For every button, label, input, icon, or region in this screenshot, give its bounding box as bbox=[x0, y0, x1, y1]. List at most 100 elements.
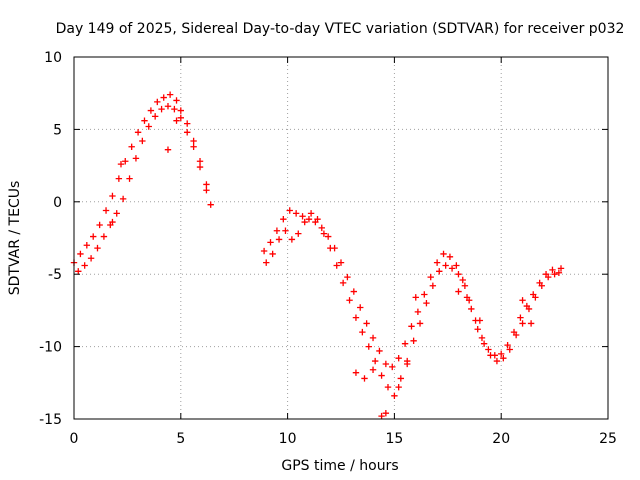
y-tick-label: 0 bbox=[53, 195, 62, 211]
y-tick-label: -5 bbox=[48, 267, 62, 283]
data-point bbox=[166, 91, 174, 98]
data-point bbox=[446, 253, 454, 261]
data-point bbox=[436, 268, 443, 275]
data-point bbox=[126, 175, 133, 182]
data-point bbox=[408, 323, 415, 330]
data-point bbox=[344, 273, 351, 281]
axis-ticks bbox=[73, 56, 609, 420]
data-point bbox=[263, 259, 270, 266]
data-point bbox=[478, 334, 486, 342]
data-point bbox=[158, 105, 165, 113]
x-tick-label: 0 bbox=[70, 431, 79, 447]
data-point bbox=[305, 215, 313, 223]
y-tick-label: -10 bbox=[39, 340, 62, 356]
data-point bbox=[154, 98, 161, 106]
data-point bbox=[327, 244, 334, 252]
data-point bbox=[320, 230, 328, 237]
data-point bbox=[461, 282, 469, 289]
data-point bbox=[113, 210, 120, 217]
data-point bbox=[260, 247, 268, 255]
data-point bbox=[267, 239, 274, 246]
data-point bbox=[525, 305, 533, 313]
data-point bbox=[117, 160, 125, 168]
x-tick-labels: 0 5 10 15 20 25 bbox=[70, 431, 617, 447]
data-point bbox=[94, 244, 101, 252]
data-point bbox=[119, 195, 127, 203]
x-tick-label: 10 bbox=[279, 431, 297, 447]
data-point bbox=[177, 114, 184, 122]
data-point bbox=[190, 137, 197, 145]
data-point bbox=[512, 331, 520, 339]
data-point bbox=[404, 360, 411, 368]
data-point bbox=[493, 357, 501, 365]
data-point bbox=[423, 299, 430, 307]
data-point bbox=[318, 224, 325, 232]
data-point bbox=[100, 233, 108, 240]
data-point bbox=[480, 340, 488, 347]
data-point bbox=[295, 230, 302, 237]
data-point bbox=[164, 103, 172, 110]
data-point bbox=[96, 221, 103, 229]
x-tick-label: 15 bbox=[385, 431, 403, 447]
data-point bbox=[378, 372, 385, 379]
grid-lines bbox=[74, 57, 608, 419]
data-point bbox=[378, 412, 385, 420]
data-point bbox=[384, 383, 392, 391]
data-point bbox=[365, 343, 372, 350]
data-point bbox=[555, 269, 563, 276]
data-point bbox=[307, 210, 315, 217]
data-point bbox=[282, 227, 289, 234]
data-point bbox=[90, 233, 97, 240]
data-point bbox=[440, 250, 447, 258]
data-point bbox=[421, 291, 428, 298]
x-tick-label: 25 bbox=[599, 431, 617, 447]
series-segment-5 bbox=[109, 117, 535, 420]
data-point bbox=[429, 282, 437, 289]
data-points bbox=[70, 91, 565, 420]
data-point bbox=[314, 215, 321, 223]
data-point bbox=[369, 366, 377, 373]
series-segment-2 bbox=[260, 207, 563, 371]
data-point bbox=[339, 279, 347, 287]
data-point bbox=[288, 236, 296, 243]
plot-frame bbox=[73, 56, 609, 420]
data-point bbox=[275, 236, 283, 243]
data-point bbox=[337, 259, 345, 266]
data-point bbox=[333, 262, 340, 269]
data-point bbox=[397, 375, 405, 382]
data-point bbox=[395, 354, 402, 362]
data-point bbox=[203, 181, 210, 188]
data-point bbox=[416, 320, 424, 327]
data-point bbox=[442, 262, 449, 269]
y-axis-label: SDTVAR / TECUs bbox=[7, 181, 23, 296]
data-point bbox=[128, 143, 135, 150]
data-point bbox=[273, 227, 281, 234]
data-point bbox=[382, 360, 390, 368]
data-point bbox=[184, 129, 191, 136]
data-point bbox=[75, 268, 82, 275]
data-point bbox=[453, 262, 460, 269]
data-point bbox=[474, 326, 481, 333]
data-point bbox=[519, 320, 526, 327]
data-point bbox=[173, 97, 180, 104]
data-point bbox=[476, 317, 484, 324]
data-point bbox=[468, 305, 475, 313]
data-point bbox=[102, 207, 110, 214]
data-point bbox=[382, 410, 390, 417]
data-point bbox=[500, 354, 507, 362]
y-tick-label: -15 bbox=[39, 412, 62, 428]
data-point bbox=[389, 363, 396, 371]
data-point bbox=[410, 337, 417, 345]
data-point bbox=[190, 143, 197, 150]
data-point bbox=[448, 265, 456, 272]
data-point bbox=[299, 213, 306, 220]
data-point bbox=[346, 297, 353, 304]
data-point bbox=[551, 271, 558, 278]
data-point bbox=[196, 163, 204, 171]
data-point bbox=[145, 123, 152, 130]
data-point bbox=[83, 242, 91, 249]
data-point bbox=[433, 259, 441, 266]
data-point bbox=[109, 192, 116, 200]
data-point bbox=[359, 328, 366, 336]
